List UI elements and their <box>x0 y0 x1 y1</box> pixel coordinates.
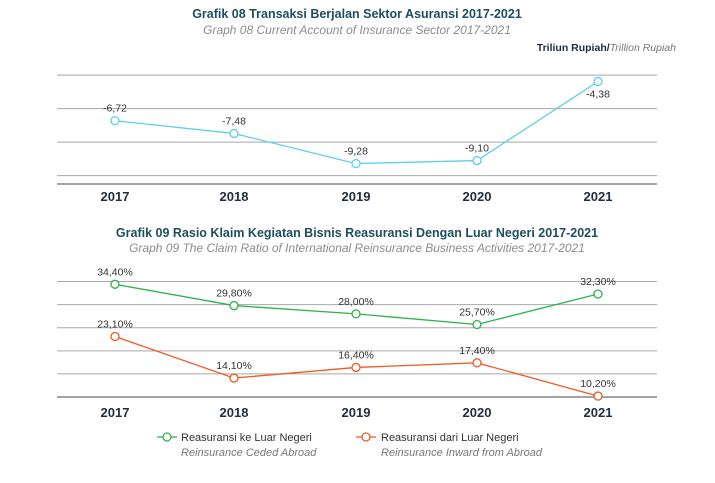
chart1-x-tick-label: 2018 <box>220 189 249 204</box>
chart2-x-tick-label: 2019 <box>342 405 371 420</box>
chart2-data-point <box>229 300 239 311</box>
chart2-subtitle: Graph 09 The Claim Ratio of Internationa… <box>129 241 585 255</box>
chart1-x-tick-label: 2019 <box>342 189 371 204</box>
chart1-data-label: -6,72 <box>103 103 127 115</box>
chart2-x-tick-label: 2018 <box>220 405 249 420</box>
legend-ceded-label-en: Reinsurance Ceded Abroad <box>181 447 317 459</box>
legend-ceded-label: Reasuransi ke Luar Negeri <box>181 432 312 444</box>
chart2-data-point <box>351 309 361 319</box>
chart2-data-point <box>110 279 120 289</box>
chart2-data-label: 25,70% <box>459 306 495 318</box>
legend-inward-label-en: Reinsurance Inward from Abroad <box>381 447 543 459</box>
legend-item-ceded: Reasuransi ke Luar Negeri Reinsurance Ce… <box>157 432 317 459</box>
chart1-data-point <box>593 76 603 87</box>
chart1-x-tick-label: 2020 <box>463 189 492 204</box>
chart2-data-label: 16,40% <box>338 349 374 361</box>
chart2-data-label: 34,40% <box>97 266 133 278</box>
chart2-data-point <box>229 373 239 383</box>
chart1-data-label: -4,38 <box>586 89 610 101</box>
chart1-unit: Triliun Rupiah/Trillion Rupiah <box>537 42 676 54</box>
chart2-data-point <box>593 391 603 401</box>
chart1-plot: 2017 2018 2019 2020 2021 -6,72 -7,48 -9,28 -9,10… <box>57 74 657 204</box>
chart2-data-point <box>593 289 603 299</box>
chart1-data-point <box>110 116 120 126</box>
chart1-data-point <box>472 155 482 166</box>
chart1-unit-main: Triliun Rupiah/ <box>537 42 610 54</box>
chart1-data-label: -7,48 <box>222 115 246 127</box>
chart1-title: Grafik 08 Transaksi Berjalan Sektor Asur… <box>192 7 522 21</box>
chart2-legend: Reasuransi ke Luar Negeri Reinsurance Ce… <box>157 432 543 459</box>
chart2-data-point <box>472 319 482 330</box>
chart2-data-label: 29,80% <box>216 288 252 300</box>
chart2-data-point <box>351 362 361 373</box>
chart1-subtitle: Graph 08 Current Account of Insurance Se… <box>203 23 511 37</box>
chart2-plot: 2017 2018 2019 2020 2021 34,40% 29,80% 28,00% 25… <box>57 266 657 420</box>
chart2-data-point <box>110 331 120 342</box>
chart1-unit-sub: Trillion Rupiah <box>610 42 676 54</box>
legend-inward-label: Reasuransi dari Luar Negeri <box>381 432 519 444</box>
chart2-data-label: 10,20% <box>580 378 616 390</box>
chart2-data-label: 14,10% <box>216 360 252 372</box>
legend-ceded-marker <box>162 432 172 442</box>
chart2-data-label: 32,30% <box>580 276 616 288</box>
chart2-x-tick-label: 2017 <box>101 405 130 420</box>
chart2-data-label: 17,40% <box>459 345 495 357</box>
chart1-data-point <box>229 128 239 139</box>
legend-inward-marker <box>361 432 371 442</box>
chart2-data-label: 28,00% <box>338 296 374 308</box>
chart1-data-label: -9,28 <box>344 146 368 158</box>
chart2-x-tick-label: 2020 <box>463 405 492 420</box>
chart1-x-tick-label: 2021 <box>584 189 613 204</box>
chart1-data-point <box>351 158 361 169</box>
chart2-data-point <box>472 358 482 368</box>
chart2-data-label: 23,10% <box>97 319 133 331</box>
legend-item-inward: Reasuransi dari Luar Negeri Reinsurance … <box>356 432 543 459</box>
chart1-x-tick-label: 2017 <box>101 189 130 204</box>
chart2-title: Grafik 09 Rasio Klaim Kegiatan Bisnis Re… <box>116 226 598 240</box>
chart1-data-label: -9,10 <box>465 143 489 155</box>
chart2-x-tick-label: 2021 <box>584 405 613 420</box>
